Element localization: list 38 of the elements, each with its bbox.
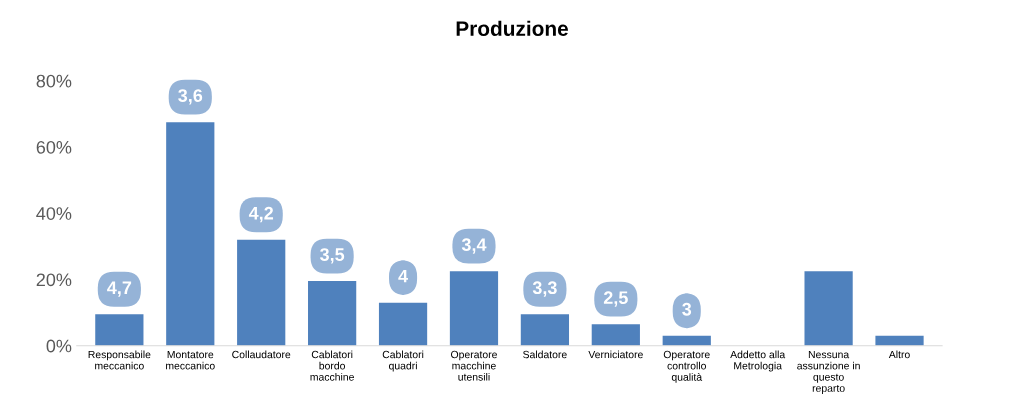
annotation: 4,2: [248, 206, 274, 223]
x-tick-label: Verniciatore: [588, 350, 643, 359]
x-tick-label: Operatore macchine utensili: [451, 350, 497, 381]
x-tick-label: Addetto alla Metrologia: [730, 350, 786, 372]
annotation: 3,5: [319, 248, 345, 264]
annotation: 3,4: [461, 238, 487, 254]
y-tick-label: 20%: [36, 273, 72, 287]
annotation: 3: [682, 302, 692, 316]
x-tick-label: Saldatore: [523, 350, 567, 359]
y-tick-label: 40%: [36, 207, 72, 220]
bar: [875, 335, 924, 346]
x-tick-label: Montatore meccanico: [166, 350, 215, 370]
bar: [237, 239, 286, 346]
bar: [662, 335, 711, 346]
x-tick-label: Collaudatore: [232, 350, 291, 359]
y-tick-label: 60%: [36, 140, 72, 154]
bar: [378, 302, 428, 346]
x-tick-label: Nessuna assunzione in questo reparto: [797, 350, 860, 394]
bar: [804, 271, 853, 346]
annotation: 2,5: [603, 291, 628, 307]
annotation: 3,3: [532, 281, 557, 297]
annotation: 4: [398, 269, 408, 283]
bar: [308, 281, 357, 346]
bar: [520, 314, 570, 346]
bar: [449, 271, 499, 346]
x-tick-label: Cablatori quadri: [382, 350, 424, 372]
x-tick-label: Responsabile meccanico: [88, 350, 151, 370]
x-tick-label: Altro: [888, 350, 910, 359]
bar: [166, 122, 215, 346]
x-tick-label: Operatore controllo qualità: [663, 350, 710, 383]
y-tick-label: 80%: [36, 74, 72, 88]
bar: [591, 324, 640, 346]
x-tick-label: Cablatori bordo macchine: [310, 350, 354, 381]
annotation: 4,7: [107, 281, 132, 297]
y-tick-label: 0%: [46, 339, 72, 353]
bar: [95, 314, 144, 346]
annotation: 3,6: [178, 89, 203, 105]
chart-title: Produzione: [456, 20, 568, 36]
